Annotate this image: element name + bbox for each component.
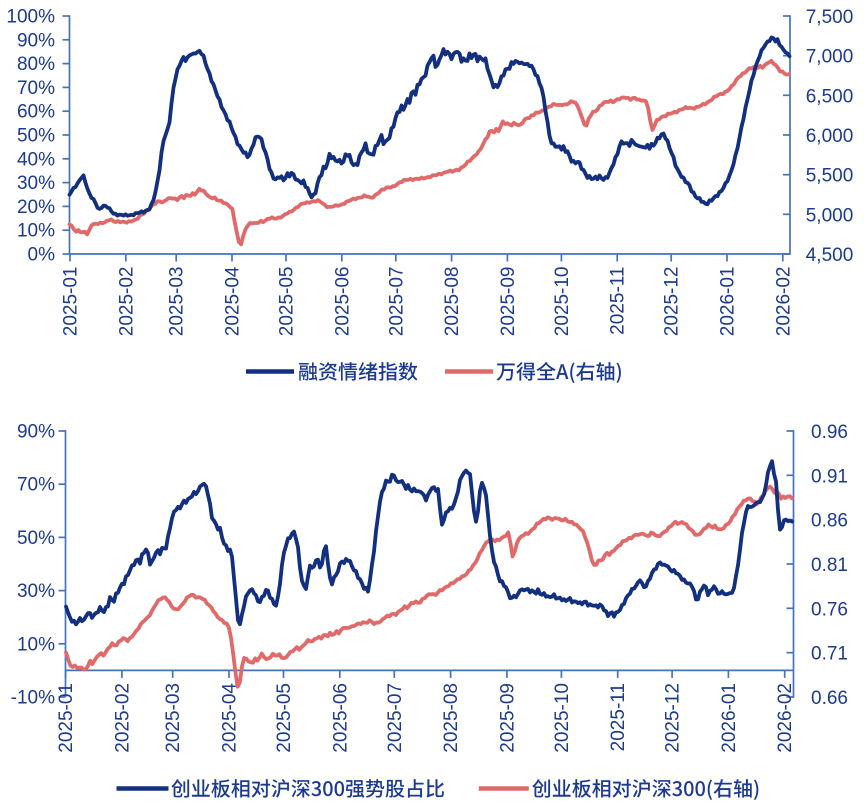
svg-text:2025-05: 2025-05 (274, 683, 295, 753)
svg-text:10%: 10% (17, 634, 55, 655)
svg-text:2025-01: 2025-01 (61, 267, 82, 337)
svg-text:10%: 10% (17, 221, 55, 242)
svg-text:5,500: 5,500 (806, 166, 854, 187)
svg-text:0.66: 0.66 (811, 688, 848, 709)
svg-text:2025-08: 2025-08 (442, 267, 463, 337)
svg-text:0.86: 0.86 (811, 511, 848, 532)
svg-text:2025-10: 2025-10 (552, 267, 573, 337)
svg-text:70%: 70% (17, 475, 55, 496)
svg-text:2025-04: 2025-04 (220, 683, 241, 753)
svg-text:2026-01: 2026-01 (719, 683, 740, 753)
svg-text:2025-06: 2025-06 (330, 683, 351, 753)
svg-text:0.71: 0.71 (811, 644, 848, 665)
svg-text:0.81: 0.81 (811, 555, 848, 576)
svg-text:90%: 90% (17, 422, 55, 443)
svg-text:2025-02: 2025-02 (116, 267, 137, 337)
svg-text:50%: 50% (17, 126, 55, 147)
svg-text:5,000: 5,000 (806, 205, 854, 226)
svg-text:2025-09: 2025-09 (498, 267, 519, 337)
svg-text:7,000: 7,000 (806, 47, 854, 68)
svg-text:80%: 80% (17, 54, 55, 75)
svg-text:2025-03: 2025-03 (163, 683, 184, 753)
svg-text:100%: 100% (6, 7, 55, 28)
svg-text:2026-02: 2026-02 (773, 267, 794, 337)
svg-text:2025-03: 2025-03 (167, 267, 188, 337)
svg-text:30%: 30% (17, 173, 55, 194)
svg-text:50%: 50% (17, 528, 55, 549)
svg-text:0%: 0% (28, 245, 56, 266)
svg-text:20%: 20% (17, 197, 55, 218)
svg-text:2025-09: 2025-09 (497, 683, 518, 753)
svg-text:2025-06: 2025-06 (332, 267, 353, 337)
svg-text:2025-11: 2025-11 (608, 267, 629, 335)
svg-text:2025-04: 2025-04 (223, 266, 244, 336)
svg-text:40%: 40% (17, 149, 55, 170)
svg-text:2025-07: 2025-07 (385, 683, 406, 753)
svg-text:2025-12: 2025-12 (663, 683, 684, 753)
svg-text:90%: 90% (17, 30, 55, 51)
svg-text:2025-12: 2025-12 (662, 267, 683, 337)
svg-text:4,500: 4,500 (806, 245, 854, 266)
svg-text:0.96: 0.96 (811, 422, 848, 443)
svg-text:6,000: 6,000 (806, 126, 854, 147)
svg-text:2025-07: 2025-07 (386, 267, 407, 337)
svg-text:7,500: 7,500 (806, 7, 854, 28)
svg-text:2025-08: 2025-08 (441, 683, 462, 753)
svg-text:60%: 60% (17, 102, 55, 123)
svg-text:30%: 30% (17, 581, 55, 602)
svg-text:2025-05: 2025-05 (277, 267, 298, 337)
svg-text:70%: 70% (17, 78, 55, 99)
svg-text:2025-11: 2025-11 (608, 683, 629, 751)
svg-text:2026-02: 2026-02 (775, 683, 796, 753)
svg-text:0.91: 0.91 (811, 466, 848, 487)
svg-text:2025-10: 2025-10 (552, 683, 573, 753)
svg-text:0.76: 0.76 (811, 599, 848, 620)
svg-text:2026-01: 2026-01 (718, 267, 739, 337)
svg-text:6,500: 6,500 (806, 86, 854, 107)
svg-text:2025-01: 2025-01 (56, 683, 77, 753)
svg-text:-10%: -10% (11, 688, 55, 709)
svg-text:2025-02: 2025-02 (112, 683, 133, 753)
